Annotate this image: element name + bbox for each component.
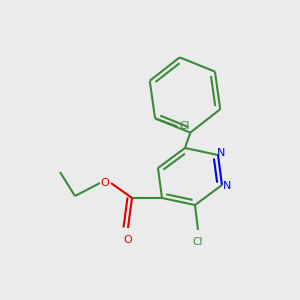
- Text: N: N: [217, 148, 225, 158]
- Text: Cl: Cl: [193, 237, 203, 247]
- Text: Cl: Cl: [179, 122, 189, 131]
- Text: O: O: [124, 235, 132, 245]
- Text: N: N: [223, 181, 231, 191]
- Text: O: O: [100, 178, 109, 188]
